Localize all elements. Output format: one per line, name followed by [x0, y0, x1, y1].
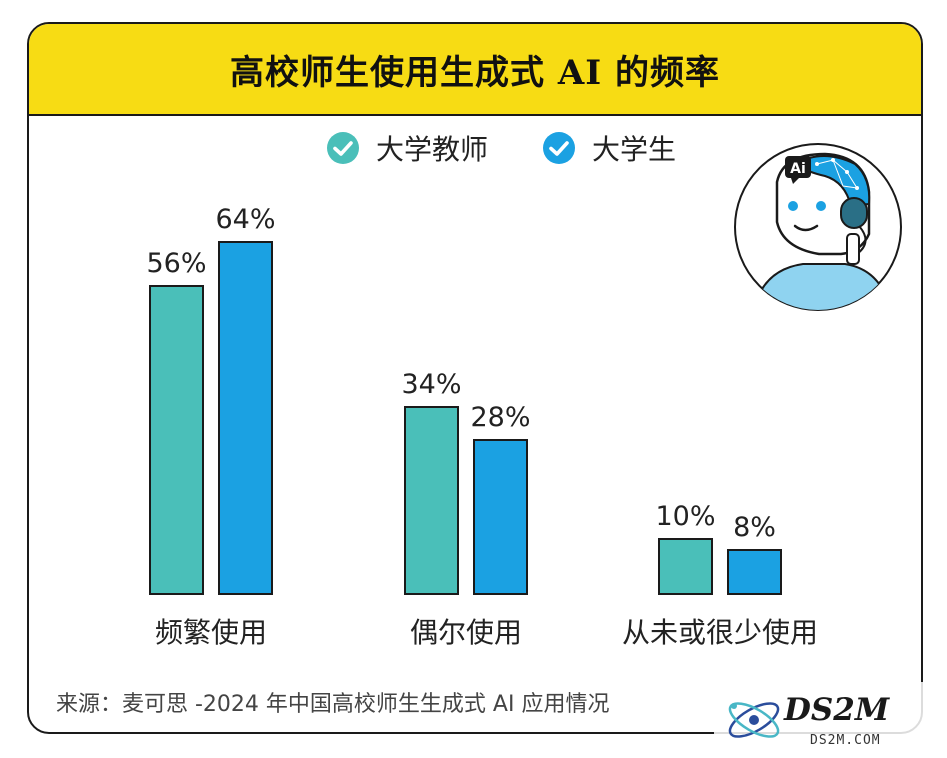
bar-value-label: 34%: [401, 369, 461, 400]
bar-value-label: 64%: [215, 204, 275, 235]
bar-value-label: 8%: [733, 512, 776, 543]
watermark-logo-text: DS2M: [783, 692, 891, 728]
category-label: 从未或很少使用: [622, 616, 818, 649]
legend-item-student: 大学生: [542, 130, 676, 166]
category-label: 偶尔使用: [410, 616, 522, 649]
category-label: 频繁使用: [155, 616, 267, 649]
bar-teacher-0: [149, 285, 204, 595]
ai-badge-text: Ai: [790, 161, 806, 177]
legend-item-teacher: 大学教师: [326, 130, 488, 166]
title-banner: 高校师生使用生成式 AI 的频率: [29, 24, 921, 116]
legend-label-teacher: 大学教师: [376, 133, 489, 166]
bar-teacher-2: [658, 538, 713, 595]
bar-student-0: [218, 241, 273, 595]
bar-value-label: 56%: [146, 248, 206, 279]
legend-label-student: 大学生: [592, 133, 677, 166]
atom-icon: [728, 702, 780, 738]
source-note: 来源：麦可思 -2024 年中国高校师生生成式 AI 应用情况: [56, 692, 610, 717]
bar-student-2: [727, 549, 782, 595]
bar-teacher-1: [404, 406, 459, 595]
bar-student-1: [473, 439, 528, 595]
bar-value-label: 10%: [655, 501, 715, 532]
ai-avatar-illustration: Ai: [734, 143, 902, 311]
check-circle-icon: [543, 132, 575, 164]
check-circle-icon: [327, 132, 359, 164]
watermark-url: DS2M.COM: [810, 733, 881, 748]
watermark-logo: DS2M DS2M.COM: [714, 682, 940, 754]
bar-value-label: 28%: [470, 402, 530, 433]
chart-title: 高校师生使用生成式 AI 的频率: [230, 52, 720, 93]
